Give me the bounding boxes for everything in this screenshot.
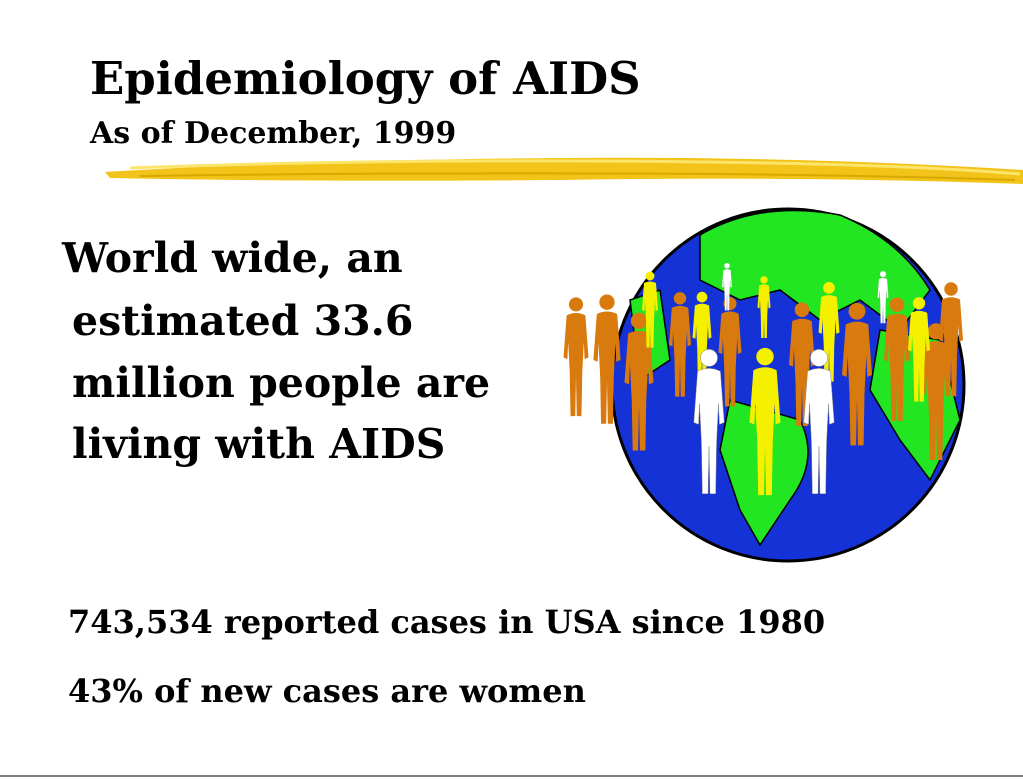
subtitle: As of December, 1999 [89, 116, 456, 151]
body-line: living with AIDS [72, 420, 445, 468]
body-line: estimated 33.6 [72, 297, 413, 345]
body-line: World wide, an [61, 234, 403, 282]
body-line: million people are [72, 359, 490, 407]
highlighter-stroke [105, 157, 1023, 184]
bullet: 743,534 reported cases in USA since 1980 [68, 603, 825, 641]
globe-illustration [563, 207, 966, 563]
body-text: World wide, an estimated 33.6 million pe… [61, 234, 490, 468]
bullet: 43% of new cases are women [68, 672, 586, 710]
title: Epidemiology of AIDS [90, 52, 641, 105]
